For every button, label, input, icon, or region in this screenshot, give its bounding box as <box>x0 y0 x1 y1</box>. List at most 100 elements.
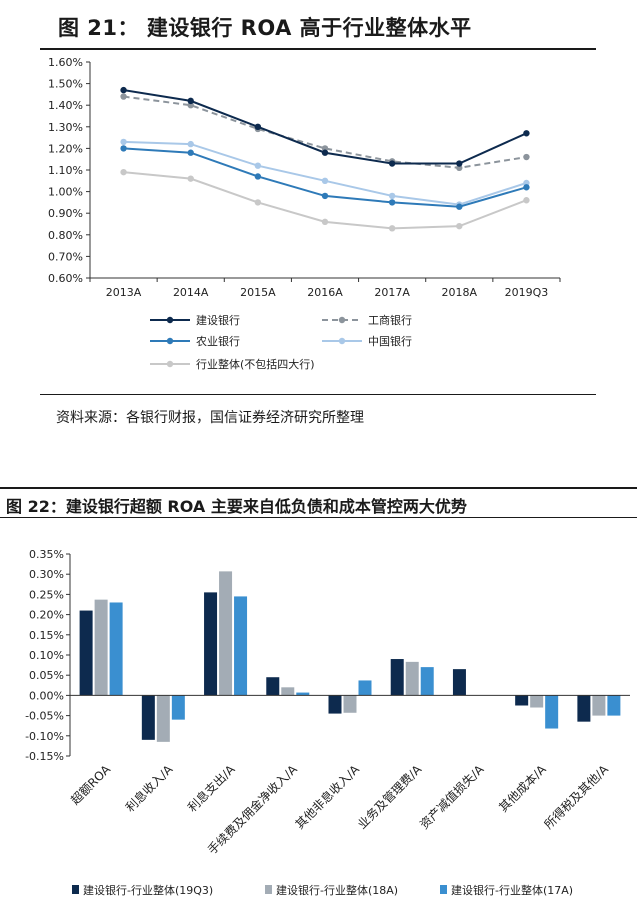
series-point-3 <box>254 162 262 169</box>
series-point-4 <box>321 218 329 226</box>
y-tick-label: 1.40% <box>48 99 83 112</box>
y-tick-label: 1.50% <box>48 78 83 91</box>
x-tick-label: 2016A <box>307 286 343 299</box>
legend-swatch-marker <box>338 316 346 324</box>
series-point-2 <box>456 203 463 210</box>
series-point-3 <box>120 138 127 146</box>
legend-label: 建设银行-行业整体(17A) <box>451 883 573 897</box>
series-point-4 <box>120 168 127 176</box>
y-tick-label: 0.80% <box>48 229 83 242</box>
bar-1 <box>94 599 108 696</box>
legend-swatch <box>265 885 272 894</box>
y-tick-label: 1.20% <box>48 142 83 155</box>
series-point-4 <box>187 175 194 182</box>
series-line-1 <box>123 95 527 169</box>
y-tick-label: 0.10% <box>29 649 64 662</box>
x-category-label: 利息支出/A <box>184 761 238 815</box>
y-tick-label: 0.70% <box>48 250 83 263</box>
x-category-label: 资产减值损失/A <box>416 761 487 832</box>
x-tick-label: 2017A <box>374 286 410 299</box>
bar-0 <box>266 677 280 696</box>
legend-label: 行业整体(不包括四大行) <box>196 357 315 371</box>
x-category-label: 利息收入/A <box>122 761 176 815</box>
bar-2 <box>358 680 372 696</box>
x-tick-label: 2015A <box>240 286 276 299</box>
bar-0 <box>390 659 404 696</box>
series-point-2 <box>388 199 396 206</box>
bar-0 <box>452 669 466 696</box>
series-point-4 <box>388 225 396 232</box>
x-category-label: 业务及管理费/A <box>354 761 425 832</box>
y-tick-label: 0.35% <box>29 548 64 561</box>
y-tick-label: 0.90% <box>48 207 83 220</box>
x-category-label: 其他成本/A <box>496 762 549 815</box>
figure-1-title-rule <box>40 48 596 50</box>
legend-swatch <box>440 885 447 894</box>
y-tick-label: 0.15% <box>29 629 64 642</box>
x-tick-label: 2019Q3 <box>505 286 549 299</box>
y-tick-label: 1.10% <box>48 164 83 177</box>
series-point-0 <box>120 86 127 94</box>
series-point-3 <box>321 177 329 184</box>
y-tick-label: 0.25% <box>29 588 64 601</box>
legend-label: 中国银行 <box>368 334 412 348</box>
figure-1-source-note: 资料来源：各银行财报，国信证券经济研究所整理 <box>56 410 364 426</box>
bar-2 <box>171 695 185 720</box>
bar-0 <box>515 695 529 706</box>
x-category-label: 其他非息收入/A <box>292 761 363 832</box>
series-point-0 <box>388 160 396 167</box>
bar-1 <box>281 687 295 696</box>
series-point-2 <box>187 149 194 156</box>
series-point-3 <box>388 192 396 200</box>
series-point-0 <box>254 123 262 130</box>
series-point-2 <box>254 173 262 180</box>
legend-swatch <box>72 885 79 894</box>
bar-1 <box>156 695 170 742</box>
bar-0 <box>577 695 591 722</box>
legend-label: 建设银行-行业整体(18A) <box>276 883 398 897</box>
series-point-0 <box>523 130 530 137</box>
series-point-4 <box>456 222 463 230</box>
bar-2 <box>420 667 434 696</box>
bar-1 <box>219 571 233 696</box>
y-tick-label: 0.20% <box>29 609 64 622</box>
y-tick-label: 0.00% <box>29 689 64 702</box>
bar-2 <box>545 695 559 729</box>
y-tick-label: 0.30% <box>29 568 64 581</box>
figure-1-bottom-rule <box>40 394 596 395</box>
y-tick-label: 0.60% <box>48 272 83 285</box>
bar-0 <box>141 695 155 740</box>
x-tick-label: 2018A <box>442 286 478 299</box>
bar-2 <box>109 602 123 696</box>
bar-0 <box>79 610 93 696</box>
legend-label: 建设银行-行业整体(19Q3) <box>83 883 213 897</box>
figure-2-top-rule <box>0 487 637 489</box>
legend-swatch-marker <box>166 360 174 368</box>
bar-1 <box>592 695 606 716</box>
legend-label: 农业银行 <box>196 334 240 348</box>
series-point-2 <box>120 145 127 152</box>
legend-swatch-marker <box>338 337 346 345</box>
bar-1 <box>530 695 544 708</box>
x-tick-label: 2013A <box>106 286 142 299</box>
series-point-0 <box>321 149 329 156</box>
figure-2-title: 图 22：建设银行超额 ROA 主要来自低负债和成本管控两大优势 <box>6 497 467 516</box>
bar-1 <box>405 661 419 696</box>
series-point-2 <box>523 184 530 191</box>
y-tick-label: 1.00% <box>48 186 83 199</box>
figure-1-title: 图 21： 建设银行 ROA 高于行业整体水平 <box>58 16 472 40</box>
series-point-4 <box>254 199 262 206</box>
figure-2-title-rule <box>0 517 637 518</box>
bar-2 <box>607 695 621 716</box>
x-category-label: 所得税及其他/A <box>541 761 612 832</box>
series-point-0 <box>456 160 463 167</box>
bar-2 <box>234 596 248 696</box>
y-tick-label: 1.30% <box>48 121 83 134</box>
legend-label: 建设银行 <box>196 313 240 327</box>
y-tick-label: 1.60% <box>48 56 83 69</box>
legend-label: 工商银行 <box>368 313 412 327</box>
y-tick-label: -0.05% <box>25 710 64 723</box>
bar-1 <box>343 695 357 713</box>
series-point-1 <box>120 93 127 100</box>
roa-line-chart: 0.60% 0.70% 0.80% 0.90% 1.00% 1.10% 1.20% 1.30%… <box>48 56 561 371</box>
